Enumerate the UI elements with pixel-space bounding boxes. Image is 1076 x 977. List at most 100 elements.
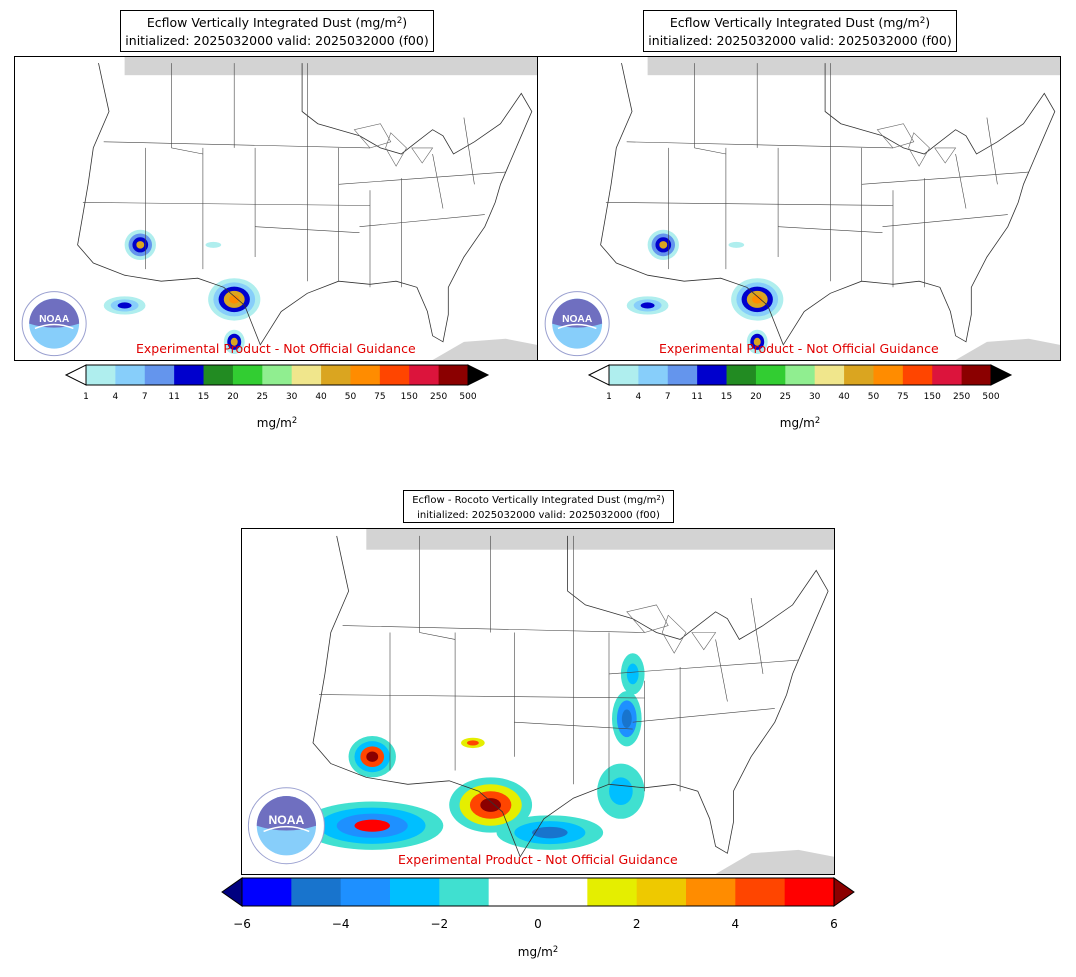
state-boundary	[955, 153, 967, 209]
title-line1-sup: 2	[396, 16, 403, 27]
disclaimer-text: Experimental Product - Not Official Guid…	[659, 341, 939, 356]
colorbar-tick-label: 15	[720, 392, 733, 402]
colorbar-unit-sup: 2	[552, 944, 559, 955]
colorbar-swatch	[538, 878, 588, 906]
colorbar-tick-label: 7	[664, 392, 671, 402]
title-line1-sup: 2	[919, 16, 926, 27]
noaa-logo: NOAA	[544, 291, 610, 357]
state-boundary	[338, 171, 506, 185]
colorbar-tick-label: −2	[430, 917, 449, 931]
colorbar-swatch	[844, 365, 874, 385]
dust-plume	[466, 740, 479, 746]
colorbar-unit-label: mg/m2	[518, 945, 558, 959]
state-boundary	[626, 141, 894, 149]
dust-plume	[609, 777, 633, 805]
state-boundary	[778, 226, 883, 233]
state-boundary	[419, 535, 456, 640]
dust-plume	[117, 302, 132, 309]
dust-plume	[229, 295, 240, 304]
noaa-logo: NOAA	[21, 291, 87, 357]
great-lake	[385, 132, 407, 167]
colorbar-swatch	[785, 365, 816, 385]
great-lake	[934, 147, 957, 164]
colorbar-tick-label: 15	[197, 392, 210, 402]
colorbar-tick-label: 25	[779, 392, 792, 402]
dust-plume	[640, 302, 655, 309]
colorbar-tick-label: 250	[430, 392, 448, 402]
colorbar: −6 −4 −2 0 2 4 6 mg/m2	[221, 877, 855, 967]
title-line1-prefix: Ecflow Vertically Integrated Dust (mg/m	[669, 15, 920, 30]
title-line1-sup: 2	[656, 493, 661, 502]
great-lake	[876, 123, 915, 149]
state-boundary	[715, 639, 728, 702]
noaa-logo-text: NOAA	[39, 314, 70, 325]
state-boundary	[103, 141, 371, 149]
state-boundary	[318, 694, 645, 699]
colorbar-swatch	[636, 878, 687, 906]
caribbean-fill	[715, 849, 834, 874]
colorbar-swatch	[242, 878, 292, 906]
dust-plume	[532, 826, 568, 839]
colorbar-tick-label: 50	[867, 392, 880, 402]
colorbar-tick-label: 1	[83, 392, 89, 402]
title-line2: initialized: 2025032000 valid: 202503200…	[417, 509, 660, 521]
dust-plume	[205, 241, 222, 248]
colorbar-swatch	[735, 878, 786, 906]
canada-fill	[647, 57, 1060, 76]
colorbar-swatch	[726, 365, 757, 385]
colorbar-tick-label: 0	[534, 917, 542, 931]
colorbar-swatch	[609, 365, 639, 385]
colorbar-tick-label: 75	[897, 392, 909, 402]
dust-plume	[136, 241, 145, 249]
colorbar-swatch	[144, 365, 175, 385]
dust-plume	[753, 337, 761, 346]
state-boundary	[694, 63, 726, 155]
colorbar-tick-label: 4	[635, 392, 642, 402]
panel-title: Ecflow Vertically Integrated Dust (mg/m2…	[120, 10, 434, 52]
colorbar-swatch	[755, 365, 786, 385]
state-boundary	[514, 721, 633, 730]
title-line1-suffix: )	[925, 15, 931, 30]
colorbar-swatch	[291, 878, 342, 906]
map-canvas: NOAA	[544, 57, 1060, 360]
state-boundary	[171, 63, 203, 155]
country-boundary	[600, 63, 1056, 346]
colorbar-canvas	[64, 364, 490, 386]
colorbar-unit-prefix: mg/m	[517, 945, 553, 959]
colorbar-unit-prefix: mg/m	[779, 416, 815, 430]
noaa-logo: NOAA	[247, 787, 325, 865]
map-frame: NOAA	[537, 56, 1061, 361]
colorbar-swatch	[390, 878, 440, 906]
colorbar-tick-label: 11	[691, 392, 703, 402]
colorbar-swatch	[638, 365, 669, 385]
colorbar-swatch	[873, 365, 904, 385]
colorbar-swatch	[488, 878, 539, 906]
state-boundary	[255, 226, 360, 233]
state-boundary	[82, 202, 371, 206]
state-boundary	[632, 708, 775, 723]
colorbar-tick-label: −4	[331, 917, 350, 931]
colorbar-tick-label: 500	[982, 392, 1000, 402]
colorbar-unit-sup: 2	[814, 415, 821, 426]
canada-fill	[366, 529, 834, 550]
great-lake	[353, 123, 392, 149]
great-lake	[661, 614, 687, 654]
colorbar-unit-prefix: mg/m	[256, 416, 292, 430]
colorbar-tick-label: 4	[112, 392, 119, 402]
colorbar-tick-label: 7	[141, 392, 148, 402]
colorbar-swatch	[784, 878, 835, 906]
state-boundary	[608, 659, 799, 675]
colorbar-extend-high	[990, 364, 1013, 386]
great-lake	[626, 604, 669, 633]
map-frame: NOAA	[241, 528, 835, 875]
panel-title: Ecflow - Rocoto Vertically Integrated Du…	[403, 490, 674, 523]
panel-title: Ecflow Vertically Integrated Dust (mg/m2…	[643, 10, 957, 52]
colorbar-tick-label: 11	[168, 392, 180, 402]
colorbar-unit-label: mg/m2	[780, 416, 820, 430]
dust-plume	[752, 295, 763, 304]
colorbar-tick-label: 75	[374, 392, 386, 402]
colorbar-canvas	[221, 877, 855, 907]
great-lake	[908, 132, 930, 167]
state-boundary	[342, 625, 645, 633]
title-line1-suffix: )	[402, 15, 408, 30]
